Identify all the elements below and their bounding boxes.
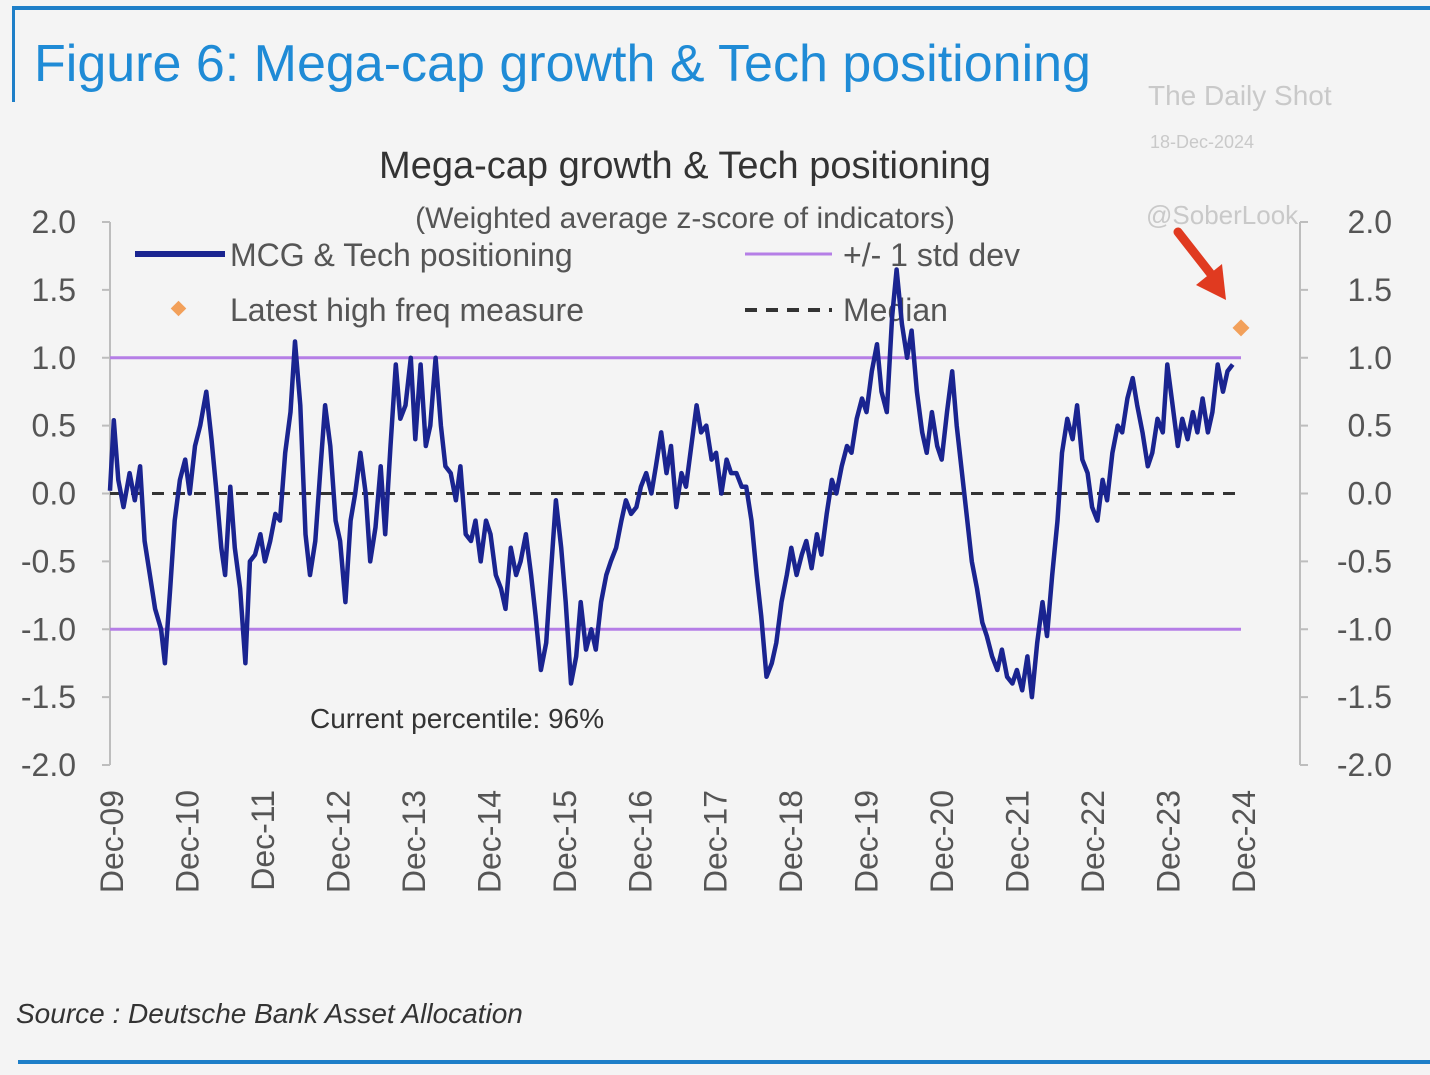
y-tick-label-right: -2.0	[1337, 747, 1392, 783]
latest-high-freq-marker	[1232, 319, 1250, 337]
y-tick-label-left: 1.5	[32, 272, 76, 308]
watermark-handle: @SoberLook	[1146, 200, 1299, 230]
x-tick-label: Dec-17	[698, 790, 734, 893]
y-tick-label-left: -1.5	[21, 679, 76, 715]
y-tick-label-right: -1.0	[1337, 611, 1392, 647]
legend-latest-label: Latest high freq measure	[230, 292, 584, 328]
x-tick-label: Dec-19	[849, 790, 885, 893]
y-tick-label-left: -0.5	[21, 543, 76, 579]
x-tick-label: Dec-09	[94, 790, 130, 893]
x-tick-label: Dec-22	[1075, 790, 1111, 893]
watermark-name: The Daily Shot	[1148, 80, 1332, 111]
series-layer	[107, 267, 1235, 700]
x-tick-label: Dec-20	[924, 790, 960, 893]
axes: 2.0 2.0 1.5 1.5 1.0 1.0 0.5 0.5 0.0 0.0 -0.5 -0.5 -1…	[21, 204, 1392, 893]
y-tick-label-left: -2.0	[21, 747, 76, 783]
x-tick-label: Dec-10	[169, 790, 205, 893]
current-percentile-annotation: Current percentile: 96%	[310, 703, 604, 734]
y-tick-label-left: -1.0	[21, 611, 76, 647]
figure-title: Figure 6: Mega-cap growth & Tech positio…	[34, 35, 1091, 93]
x-tick-label: Dec-18	[773, 790, 809, 893]
source-note: Source : Deutsche Bank Asset Allocation	[16, 998, 523, 1029]
title-accent-bar	[12, 6, 15, 102]
x-tick-label: Dec-15	[547, 790, 583, 893]
chart-title: Mega-cap growth & Tech positioning	[379, 145, 991, 187]
marker-layer	[1232, 319, 1250, 337]
chart-subtitle: (Weighted average z-score of indicators)	[415, 202, 955, 235]
x-tick-label: Dec-24	[1226, 790, 1262, 893]
y-tick-label-left: 0.5	[32, 408, 76, 444]
red-arrow-icon	[1173, 227, 1226, 300]
x-tick-label: Dec-14	[471, 790, 507, 893]
y-tick-label-right: 1.0	[1348, 340, 1392, 376]
y-tick-label-left: 0.0	[32, 476, 76, 512]
y-tick-label-right: -0.5	[1337, 543, 1392, 579]
legend: MCG & Tech positioning +/- 1 std dev Lat…	[135, 237, 1020, 328]
y-tick-label-left: 2.0	[32, 204, 76, 240]
x-tick-label: Dec-16	[622, 790, 658, 893]
x-tick-label: Dec-12	[320, 790, 356, 893]
top-rule	[12, 6, 1430, 10]
x-tick-label: Dec-11	[245, 790, 281, 891]
watermark-date: 18-Dec-2024	[1150, 132, 1255, 152]
bottom-rule	[18, 1060, 1430, 1064]
y-tick-label-right: -1.5	[1337, 679, 1392, 715]
y-tick-label-right: 2.0	[1348, 204, 1392, 240]
x-tick-label: Dec-13	[396, 790, 432, 893]
y-tick-label-right: 1.5	[1348, 272, 1392, 308]
orange-diamond-icon	[170, 300, 187, 317]
y-tick-label-left: 1.0	[32, 340, 76, 376]
y-tick-label-right: 0.0	[1348, 476, 1392, 512]
legend-series-label: MCG & Tech positioning	[230, 237, 573, 273]
x-tick-label: Dec-23	[1151, 790, 1187, 893]
y-tick-label-right: 0.5	[1348, 408, 1392, 444]
legend-std-label: +/- 1 std dev	[843, 237, 1020, 273]
x-tick-label: Dec-21	[1000, 790, 1036, 893]
series-line-mcg-tech-positioning	[107, 267, 1235, 700]
